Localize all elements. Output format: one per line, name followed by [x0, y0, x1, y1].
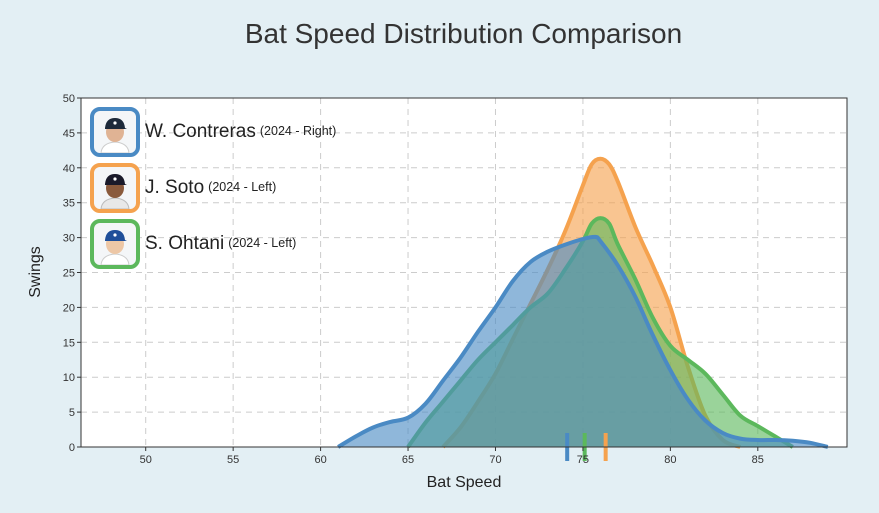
y-tick-label: 5	[69, 407, 75, 419]
player-avatar-icon	[90, 163, 140, 213]
density-series	[337, 156, 829, 449]
legend-note: (2024 - Left)	[208, 179, 277, 194]
x-tick-label: 80	[664, 454, 676, 466]
y-tick-label: 20	[63, 302, 75, 314]
y-tick-label: 45	[63, 128, 75, 140]
series-area-w-contreras	[338, 236, 828, 447]
x-tick-label: 55	[227, 454, 239, 466]
y-tick-label: 10	[63, 372, 75, 384]
y-tick-label: 25	[63, 268, 75, 280]
legend-label: S. Ohtani	[145, 233, 225, 254]
legend-item-ohtani[interactable]: S. Ohtani (2024 - Left)	[90, 219, 296, 269]
y-axis-label: Swings	[27, 246, 44, 298]
x-tick-label: 70	[489, 454, 501, 466]
axes: 50 55 60 65 70 75 80 85 0 5 10 15 20 25 30 35 40 45 50	[63, 93, 764, 466]
legend-item-soto[interactable]: J. Soto (2024 - Left)	[90, 163, 276, 213]
series-line-w-contreras	[337, 234, 829, 449]
x-tick-label: 60	[314, 454, 326, 466]
player-avatar-icon	[90, 107, 140, 157]
y-tick-label: 0	[69, 442, 75, 454]
legend-item-contreras[interactable]: W. Contreras (2024 - Right)	[90, 107, 336, 157]
y-tick-label: 15	[63, 337, 75, 349]
x-axis-label: Bat Speed	[427, 474, 502, 491]
chart-title: Bat Speed Distribution Comparison	[244, 18, 683, 49]
legend-note: (2024 - Right)	[259, 123, 337, 138]
x-tick-label: 75	[577, 454, 589, 466]
x-tick-label: 65	[402, 454, 414, 466]
gridlines	[81, 97, 847, 447]
player-avatar-icon	[90, 219, 140, 269]
x-tick-label: 50	[140, 454, 152, 466]
y-tick-label: 40	[63, 163, 75, 175]
legend-label: J. Soto	[145, 177, 205, 198]
y-tick-label: 30	[63, 233, 75, 245]
y-tick-label: 35	[63, 198, 75, 210]
legend-note: (2024 - Left)	[228, 235, 297, 250]
y-tick-label: 50	[63, 93, 75, 105]
legend-label: W. Contreras	[145, 121, 256, 142]
x-tick-label: 85	[752, 454, 764, 466]
